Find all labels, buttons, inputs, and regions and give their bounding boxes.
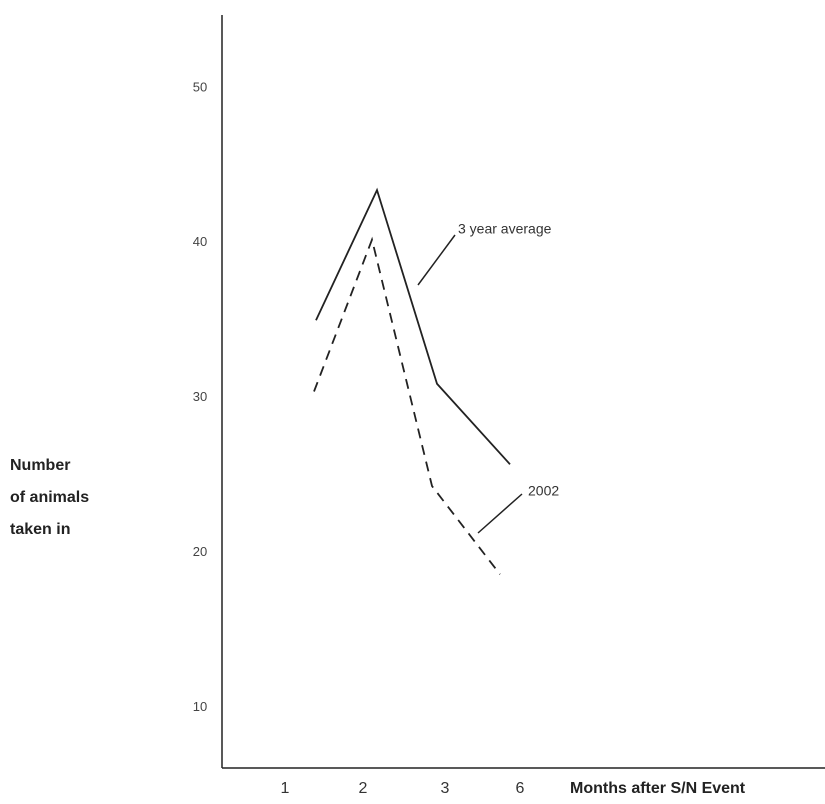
y-tick-label: 20	[193, 544, 207, 559]
y-axis-title: taken in	[10, 521, 70, 538]
y-axis-title: of animals	[10, 489, 89, 506]
x-tick-label: 6	[516, 780, 525, 797]
y-tick-label: 30	[193, 389, 207, 404]
y-tick-label: 50	[193, 79, 207, 94]
series-line	[313, 236, 501, 575]
series-label: 3 year average	[458, 221, 552, 237]
y-axis-title: Number	[10, 457, 70, 474]
series-label: 2002	[528, 483, 559, 499]
leader-line	[477, 493, 523, 534]
y-tick-label: 10	[193, 699, 207, 714]
y-tick-label: 40	[193, 234, 207, 249]
x-tick-label: 1	[281, 780, 290, 797]
series-line	[315, 187, 511, 465]
x-tick-label: 3	[441, 780, 450, 797]
x-tick-label: 2	[359, 780, 368, 797]
leader-line	[417, 234, 456, 286]
x-axis-title: Months after S/N Event	[570, 780, 746, 797]
